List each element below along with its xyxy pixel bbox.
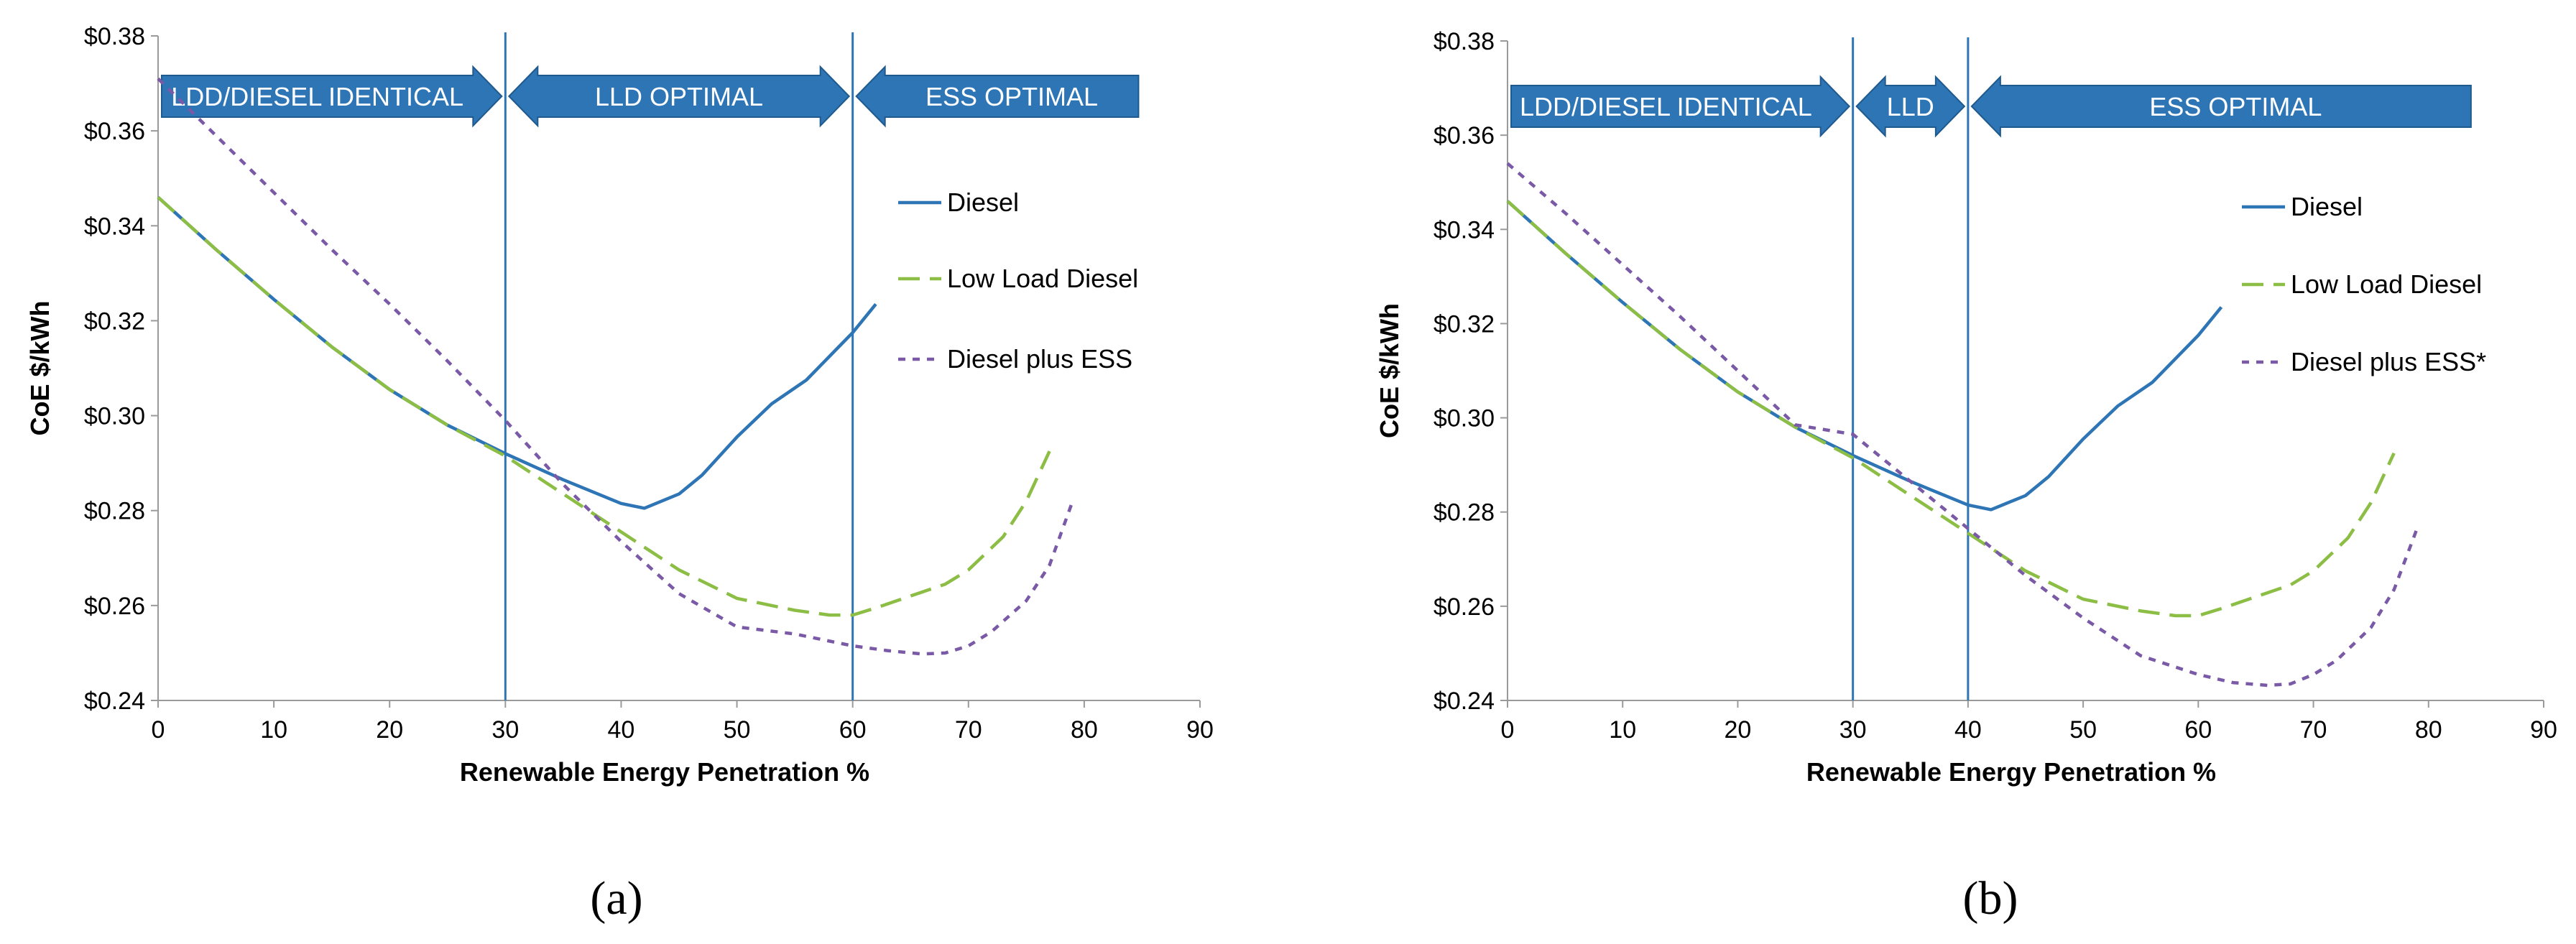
x-tick-label: 40 — [1954, 716, 1982, 744]
x-tick-label: 70 — [955, 716, 982, 744]
y-tick-label: $0.24 — [1434, 688, 1495, 715]
legend-label: Low Load Diesel — [2291, 269, 2482, 299]
region-band-label: LLD OPTIMAL — [595, 82, 763, 111]
series-line-diesel-plus-ess — [157, 77, 1074, 656]
x-tick-label: 30 — [491, 716, 519, 744]
x-tick-label: 50 — [724, 716, 751, 744]
legend-label: Diesel — [947, 188, 1019, 217]
y-tick-label: $0.36 — [1434, 122, 1495, 149]
y-tick-label: $0.36 — [84, 118, 145, 145]
region-band-label: ESS OPTIMAL — [925, 82, 1098, 111]
x-tick-label: 0 — [1501, 716, 1515, 744]
y-tick-label: $0.26 — [1434, 593, 1495, 621]
region-arrow-band — [1970, 75, 2472, 138]
y-tick-label: $0.32 — [84, 307, 145, 335]
chart-panel-b: $0.24 $0.26 $0.28 $0.30 $0.32 $0.34 $0.36 $0.38… — [1375, 28, 2557, 925]
x-axis-title: Renewable Energy Penetration % — [1806, 757, 2216, 787]
y-tick-label: $0.34 — [1434, 216, 1495, 244]
x-tick-label: 90 — [2530, 716, 2557, 744]
y-tick-label: $0.34 — [84, 213, 145, 240]
region-band-label: LLD — [1887, 92, 1934, 121]
region-band-label: LDD/DIESEL IDENTICAL — [171, 82, 463, 111]
region-arrow-band — [161, 65, 503, 128]
region-band-label: LDD/DIESEL IDENTICAL — [1520, 92, 1812, 121]
region-arrow-band — [507, 65, 851, 128]
series-line-low-load-diesel — [157, 195, 1051, 617]
x-tick-label: 30 — [1839, 716, 1867, 744]
y-tick-label: $0.38 — [1434, 28, 1495, 55]
region-arrow-band — [1855, 75, 1966, 138]
x-tick-label: 20 — [1725, 716, 1752, 744]
y-tick-label: $0.26 — [84, 593, 145, 620]
series-line-diesel — [1506, 200, 2223, 512]
panel-label: (b) — [1963, 872, 2018, 925]
legend-label: Low Load Diesel — [947, 264, 1138, 293]
y-tick-label: $0.30 — [1434, 405, 1495, 432]
x-tick-label: 70 — [2300, 716, 2327, 744]
y-axis-title: CoE $/kWh — [1375, 303, 1404, 438]
legend-label: Diesel — [2291, 192, 2363, 221]
y-tick-label: $0.28 — [84, 498, 145, 525]
series-line-low-load-diesel — [1506, 200, 2396, 618]
y-tick-label: $0.28 — [1434, 499, 1495, 527]
panel-label: (a) — [590, 872, 642, 925]
x-tick-label: 40 — [608, 716, 635, 744]
legend-label: Diesel plus ESS* — [2291, 347, 2486, 376]
x-tick-label: 90 — [1186, 716, 1214, 744]
x-tick-label: 10 — [260, 716, 287, 744]
series-line-diesel-plus-ess — [1506, 162, 2419, 688]
x-tick-label: 80 — [2415, 716, 2442, 744]
x-tick-label: 80 — [1071, 716, 1098, 744]
legend-label: Diesel plus ESS — [947, 344, 1132, 374]
x-tick-label: 20 — [376, 716, 403, 744]
x-tick-label: 60 — [839, 716, 867, 744]
y-tick-label: $0.30 — [84, 403, 145, 430]
y-tick-label: $0.38 — [84, 23, 145, 50]
series-line-diesel — [157, 195, 877, 510]
region-arrow-band — [855, 65, 1140, 128]
y-tick-label: $0.32 — [1434, 310, 1495, 338]
x-tick-label: 10 — [1609, 716, 1636, 744]
x-tick-label: 50 — [2069, 716, 2097, 744]
chart-panel-a: $0.24 $0.26 $0.28 $0.30 $0.32 $0.34 $0.36 $0.38… — [25, 23, 1214, 925]
x-axis-title: Renewable Energy Penetration % — [460, 757, 869, 787]
x-tick-label: 60 — [2184, 716, 2212, 744]
y-tick-label: $0.24 — [84, 688, 145, 715]
region-arrow-band — [1510, 75, 1851, 138]
x-tick-label: 0 — [152, 716, 165, 744]
y-axis-title: CoE $/kWh — [25, 300, 55, 435]
region-band-label: ESS OPTIMAL — [2149, 92, 2322, 121]
